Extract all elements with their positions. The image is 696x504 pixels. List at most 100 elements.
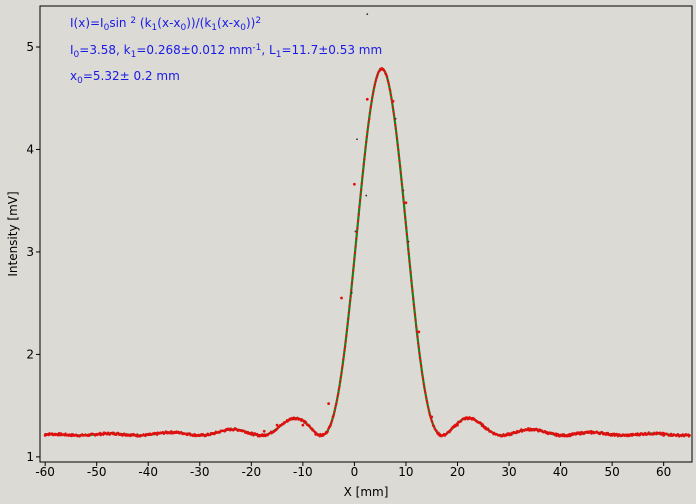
data-point — [390, 98, 393, 101]
stray-point — [354, 230, 357, 233]
data-point — [578, 431, 581, 434]
data-point — [330, 421, 333, 424]
data-point — [412, 297, 415, 300]
data-point — [399, 165, 402, 168]
data-point — [288, 417, 292, 421]
data-point — [389, 93, 392, 96]
plot-area — [39, 5, 693, 463]
annotation-line: I0=3.58, k1=0.268±0.012 mm-1, L1=11.7±0.… — [70, 43, 382, 60]
data-point — [428, 411, 431, 414]
data-point — [405, 233, 409, 236]
data-point — [156, 433, 159, 436]
data-point — [383, 70, 386, 73]
data-point — [43, 433, 47, 437]
data-point — [426, 401, 429, 404]
data-point — [425, 396, 428, 399]
data-point — [438, 432, 441, 435]
data-point — [420, 370, 423, 374]
data-point — [415, 330, 418, 333]
data-point — [359, 193, 362, 196]
data-point — [423, 389, 427, 392]
data-point — [392, 113, 396, 116]
data-point — [331, 419, 334, 422]
data-point — [353, 182, 356, 186]
data-point — [386, 75, 389, 78]
data-point — [606, 431, 610, 434]
data-point — [430, 415, 434, 419]
data-point — [352, 269, 355, 272]
data-point — [391, 99, 395, 103]
data-point — [213, 433, 216, 436]
data-point — [610, 433, 614, 437]
data-point — [314, 431, 317, 434]
data-point — [60, 432, 63, 435]
fit-annotation: I(x)=I0sin 2 (k1(x-x0))/(k1(x-x0))2 I0=3.… — [70, 16, 382, 86]
data-point — [394, 123, 397, 127]
data-point — [397, 148, 400, 151]
data-point — [340, 366, 344, 370]
x-tick-label: -20 — [242, 465, 262, 479]
data-point — [417, 345, 420, 348]
data-point — [424, 391, 427, 395]
data-point — [345, 328, 349, 332]
data-point — [123, 432, 126, 435]
data-point — [374, 79, 378, 82]
x-tick-label: 50 — [604, 465, 619, 479]
data-point — [314, 432, 318, 436]
data-point — [368, 117, 371, 121]
data-point — [346, 322, 349, 325]
data-point — [146, 432, 150, 436]
x-tick-label: -50 — [87, 465, 107, 479]
data-point — [372, 90, 375, 93]
data-point — [342, 353, 345, 357]
data-point — [631, 434, 634, 437]
data-point — [121, 433, 124, 437]
data-point — [363, 158, 366, 161]
data-point — [350, 289, 353, 292]
data-point — [369, 106, 372, 109]
data-point — [433, 424, 436, 428]
x-tick-label: 60 — [656, 465, 671, 479]
data-point — [57, 434, 60, 437]
data-point — [418, 356, 422, 360]
data-point — [338, 385, 341, 388]
data-point — [456, 423, 459, 427]
data-point — [329, 423, 332, 426]
data-point — [351, 276, 354, 280]
data-point — [352, 264, 355, 267]
data-point — [365, 141, 368, 144]
data-point — [349, 295, 352, 298]
data-point — [400, 178, 403, 181]
data-point — [198, 433, 202, 437]
data-point — [249, 432, 253, 436]
data-point — [357, 219, 360, 223]
data-point — [407, 248, 410, 251]
data-point — [237, 428, 240, 432]
data-point — [293, 417, 297, 421]
data-point — [391, 106, 394, 109]
data-point — [341, 364, 344, 367]
data-point — [448, 431, 451, 434]
data-point — [423, 386, 426, 389]
x-axis-label: X [mm] — [344, 485, 389, 499]
data-point — [537, 430, 540, 433]
data-point — [357, 213, 360, 216]
stray-point — [402, 189, 405, 192]
data-point — [400, 183, 404, 186]
data-point — [209, 434, 212, 437]
data-point — [420, 364, 423, 367]
data-point — [355, 237, 358, 240]
annotation-line: I(x)=I0sin 2 (k1(x-x0))/(k1(x-x0))2 — [70, 16, 261, 33]
data-point — [327, 402, 331, 405]
data-point — [335, 402, 338, 405]
y-axis: 1 2 3 4 5 — [26, 40, 40, 464]
stray-point — [350, 292, 353, 294]
data-point — [421, 374, 424, 377]
data-point — [362, 163, 365, 166]
data-point — [360, 188, 363, 192]
data-point — [308, 424, 311, 428]
data-point — [339, 380, 342, 383]
measured-points — [43, 13, 691, 438]
data-point — [361, 169, 365, 173]
data-point — [562, 433, 566, 436]
